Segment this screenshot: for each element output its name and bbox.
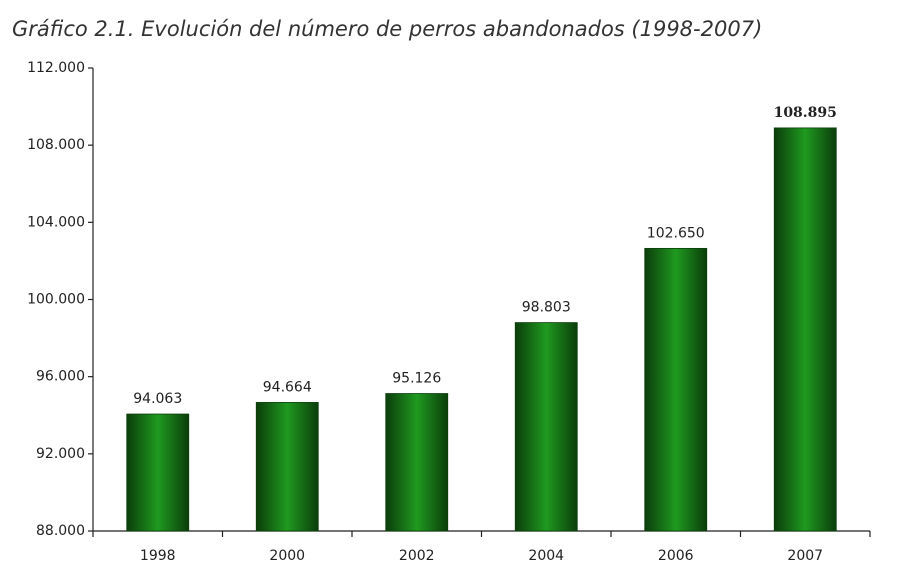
y-tick-label: 92.000 <box>36 446 85 462</box>
chart-title: Gráfico 2.1. Evolución del número de per… <box>12 17 762 41</box>
x-tick-label: 2004 <box>528 548 564 564</box>
value-label: 94.063 <box>133 391 182 407</box>
bar <box>514 322 578 532</box>
y-tick-label: 104.000 <box>27 214 85 230</box>
x-tick-label: 1998 <box>140 548 176 564</box>
x-tick-label: 2000 <box>269 548 305 564</box>
y-tick-label: 88.000 <box>36 523 85 539</box>
bar <box>644 247 708 532</box>
y-tick-label: 96.000 <box>36 369 85 385</box>
value-label: 94.664 <box>263 379 312 395</box>
y-tick-label: 112.000 <box>27 60 85 76</box>
x-tick-label: 2007 <box>787 548 823 564</box>
bar <box>126 413 190 532</box>
value-label: 95.126 <box>392 371 441 387</box>
value-label: 98.803 <box>522 300 571 316</box>
bar <box>773 127 837 532</box>
y-tick-label: 100.000 <box>27 292 85 308</box>
x-tick-label: 2006 <box>658 548 694 564</box>
value-label: 102.650 <box>647 225 705 241</box>
x-tick-label: 2002 <box>399 548 435 564</box>
y-tick-label: 108.000 <box>27 137 85 153</box>
bar <box>255 402 319 532</box>
bar <box>385 393 449 532</box>
value-label: 108.895 <box>774 105 837 121</box>
